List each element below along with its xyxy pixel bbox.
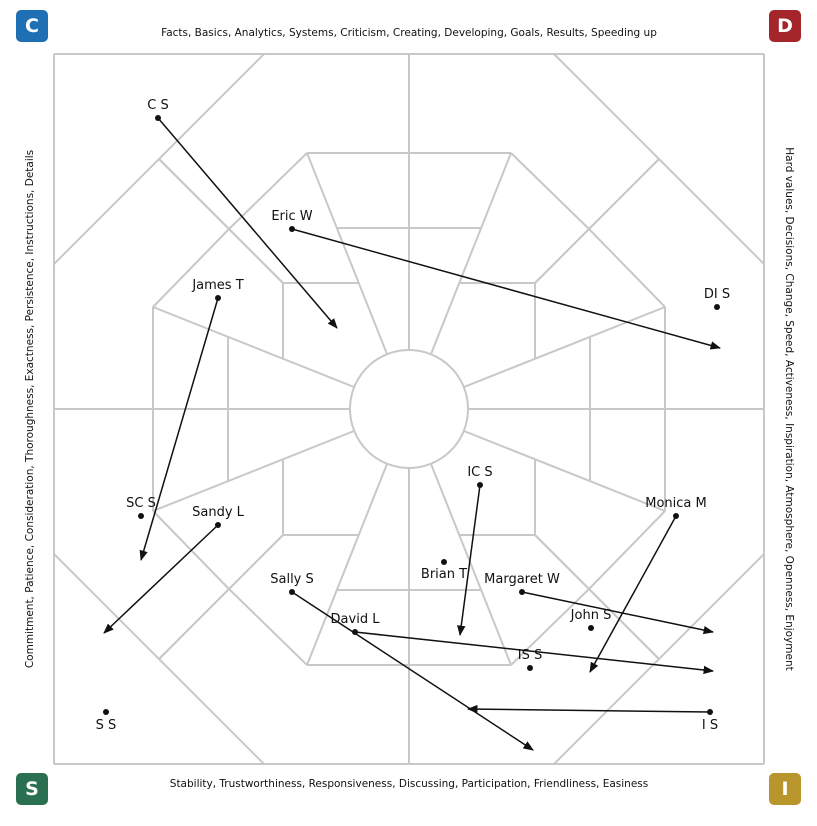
- person-label: I S: [702, 718, 718, 733]
- grid-line: [152, 306, 355, 388]
- movement-arrow: [139, 297, 219, 562]
- person-s-s: S S: [96, 709, 117, 733]
- grid-line: [553, 53, 660, 160]
- person-sandy-l: Sandy L: [103, 505, 245, 634]
- movement-arrow: [521, 591, 715, 635]
- grid-line: [53, 158, 160, 265]
- person-dot: [289, 589, 295, 595]
- person-dot: [477, 482, 483, 488]
- person-sc-s: SC S: [126, 496, 156, 519]
- badge-i-letter: I: [781, 778, 789, 800]
- person-dot: [352, 629, 358, 635]
- person-c-s: C S: [147, 98, 338, 329]
- person-dot: [138, 513, 144, 519]
- grid-line: [510, 588, 590, 666]
- person-label: IS S: [518, 648, 542, 663]
- badge-s-letter: S: [25, 778, 39, 800]
- person-is-s: IS S: [518, 648, 542, 671]
- person-label: S S: [96, 718, 117, 733]
- person-brian-t: Brian T: [421, 559, 467, 582]
- top-side-label: Facts, Basics, Analytics, Systems, Criti…: [161, 27, 657, 39]
- person-di-s: DI S: [704, 287, 730, 310]
- grid-line: [306, 152, 388, 355]
- person-dot: [527, 665, 533, 671]
- badge-i: I: [769, 773, 801, 805]
- person-dot: [103, 709, 109, 715]
- grid-line: [658, 553, 765, 660]
- movement-arrow: [354, 631, 715, 675]
- person-dot: [673, 513, 679, 519]
- person-ic-s: IC S: [457, 465, 493, 637]
- person-dot: [215, 295, 221, 301]
- movement-arrow: [291, 591, 534, 751]
- badge-s: S: [16, 773, 48, 805]
- person-label: SC S: [126, 496, 156, 511]
- grid-line: [152, 430, 355, 512]
- movement-arrow: [589, 515, 677, 673]
- grid-line: [158, 158, 284, 284]
- person-david-l: David L: [331, 612, 715, 675]
- person-dot: [588, 625, 594, 631]
- grid-line: [658, 158, 765, 265]
- grid-line: [463, 430, 666, 512]
- badge-d: D: [769, 10, 801, 42]
- grid-line: [158, 658, 265, 765]
- bottom-side-label: Stability, Trustworthiness, Responsivene…: [169, 778, 649, 790]
- person-label: David L: [331, 612, 381, 627]
- grid-line: [588, 228, 666, 308]
- badge-d-letter: D: [777, 15, 793, 37]
- person-label: C S: [147, 98, 168, 113]
- grid-line: [534, 534, 660, 660]
- center-circle: [349, 349, 469, 469]
- grid-line: [510, 152, 590, 230]
- movement-arrow: [457, 484, 481, 637]
- person-label: Margaret W: [484, 572, 560, 587]
- person-dot: [519, 589, 525, 595]
- grid-line: [158, 534, 284, 660]
- person-dot: [215, 522, 221, 528]
- movement-arrow: [291, 228, 722, 350]
- person-dot: [441, 559, 447, 565]
- person-label: Sandy L: [192, 505, 245, 520]
- person-dot: [289, 226, 295, 232]
- person-label: Eric W: [271, 209, 312, 224]
- grid-line: [53, 553, 160, 660]
- person-eric-w: Eric W: [271, 209, 722, 350]
- person-james-t: James T: [139, 278, 244, 562]
- person-john-s: John S: [570, 608, 612, 631]
- grid-line: [306, 463, 388, 666]
- person-label: Monica M: [645, 496, 706, 511]
- grid-line: [534, 158, 660, 284]
- movement-arrow: [466, 704, 711, 714]
- people-markers: C S Eric W DI S James T SC S Sandy L Sally S Da…: [96, 98, 730, 751]
- person-label: DI S: [704, 287, 730, 302]
- person-label: IC S: [467, 465, 492, 480]
- grid-line: [430, 463, 512, 666]
- person-label: John S: [570, 608, 612, 623]
- grid-line: [158, 53, 265, 160]
- grid-line: [228, 588, 308, 666]
- person-i-s: I S: [466, 704, 718, 733]
- grid-line: [588, 510, 666, 590]
- person-dot: [155, 115, 161, 121]
- badge-c: C: [16, 10, 48, 42]
- grid-line: [152, 228, 230, 308]
- person-label: Sally S: [270, 572, 314, 587]
- movement-arrow: [103, 524, 219, 634]
- person-label: James T: [191, 278, 243, 293]
- movement-arrow: [157, 117, 338, 329]
- person-label: Brian T: [421, 567, 467, 582]
- grid-line: [463, 306, 666, 388]
- badge-c-letter: C: [25, 15, 39, 37]
- grid-line: [430, 152, 512, 355]
- person-monica-m: Monica M: [589, 496, 707, 673]
- person-dot: [714, 304, 720, 310]
- person-dot: [707, 709, 713, 715]
- octagon-grid: [53, 53, 765, 765]
- person-sally-s: Sally S: [270, 572, 534, 751]
- person-margaret-w: Margaret W: [484, 572, 715, 635]
- grid-line: [553, 658, 660, 765]
